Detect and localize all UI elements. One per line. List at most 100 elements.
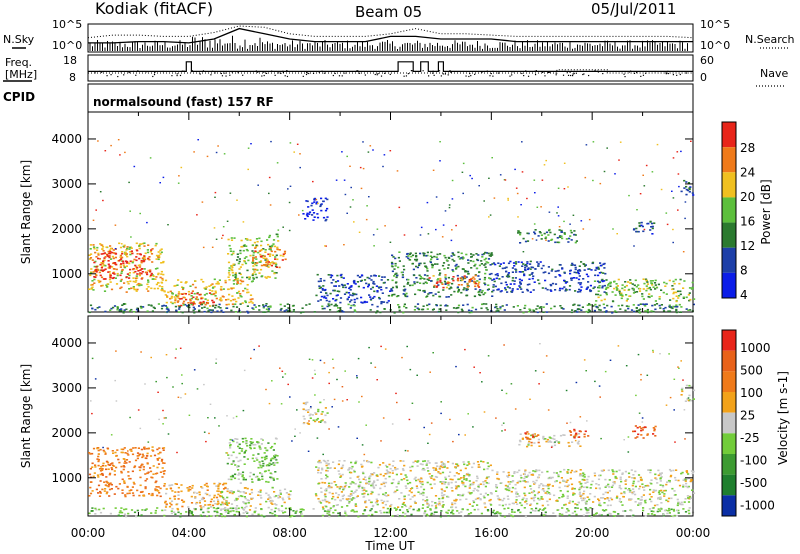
velocity-cell [644, 485, 647, 487]
velocity-cell [423, 511, 426, 513]
power-cell [132, 268, 135, 271]
velocity-cell [396, 468, 399, 470]
power-cell [267, 305, 270, 308]
power-cell [114, 277, 117, 279]
velocity-cell [99, 448, 102, 451]
velocity-cell [523, 507, 526, 509]
velocity-cell [363, 492, 366, 495]
power-cell [531, 272, 534, 274]
velocity-cell [519, 502, 522, 504]
nave-dot [389, 73, 391, 76]
power-cell [621, 304, 624, 307]
velocity-cell [330, 482, 333, 485]
power-cell [484, 292, 487, 294]
power-cell [319, 286, 322, 289]
power-cell [691, 192, 694, 194]
velocity-cell [267, 469, 270, 472]
power-cell [187, 290, 190, 293]
velocity-cell [604, 486, 607, 488]
velocity-cell [249, 446, 252, 449]
velocity-cell [121, 489, 124, 491]
power-cell [121, 251, 124, 253]
power-cell [353, 301, 356, 304]
power-cell [585, 273, 588, 276]
velocity-cell [241, 471, 245, 474]
velocity-cell [434, 467, 437, 470]
power-cell [99, 280, 102, 283]
nave-line [88, 69, 693, 74]
power-ylabel: Slant Range [km] [19, 160, 33, 264]
power-cell [97, 257, 100, 260]
power-cell [503, 309, 506, 311]
nave-dot [438, 70, 441, 72]
velocity-cell [320, 420, 323, 422]
velocity-cell [402, 501, 405, 504]
velocity-cell [235, 456, 238, 459]
power-cell [491, 263, 494, 265]
power-speckle [162, 176, 165, 179]
power-cell [536, 311, 539, 314]
velocity-cell [249, 471, 252, 474]
power-speckle [534, 192, 536, 194]
velocity-cell [289, 515, 292, 518]
power-speckle [526, 197, 528, 200]
power-cell [205, 292, 208, 295]
power-cell [119, 274, 122, 277]
velocity-cell [315, 413, 318, 415]
velocity-cell [515, 495, 518, 498]
power-cell [393, 268, 396, 270]
velocity-cell [124, 452, 127, 454]
power-cell [499, 263, 502, 265]
velocity-cell [384, 481, 388, 484]
velocity-cell [372, 504, 375, 507]
power-cell [352, 292, 355, 295]
velocity-cell [106, 481, 109, 484]
power-speckle [343, 244, 345, 246]
velocity-cell [466, 473, 469, 476]
velocity-cell [222, 488, 226, 490]
velocity-cell [447, 509, 450, 512]
power-speckle [301, 209, 304, 212]
power-cell [643, 304, 646, 306]
power-cell [587, 311, 590, 314]
power-cell [230, 239, 234, 241]
power-cell [391, 279, 394, 282]
velocity-cell [170, 500, 174, 502]
power-cell [155, 242, 158, 245]
power-cell [597, 274, 600, 277]
velocity-cell [339, 485, 342, 488]
power-cell [283, 252, 286, 255]
velocity-cell [389, 515, 393, 518]
power-cell [239, 311, 242, 314]
power-cell [274, 277, 277, 279]
velocity-cell [193, 507, 196, 510]
power-cell [639, 303, 642, 305]
power-cell [635, 309, 638, 312]
freq-left-tick-top: 18 [63, 54, 77, 67]
power-cell [203, 306, 206, 308]
power-cell [453, 290, 456, 293]
power-cell [597, 290, 600, 292]
power-cell [146, 273, 149, 276]
velocity-cell [269, 476, 272, 479]
power-cell [603, 298, 606, 301]
velocity-cell [423, 460, 427, 462]
velocity-cell [531, 474, 535, 476]
velocity-cell [317, 408, 320, 411]
velocity-cell [659, 472, 662, 475]
power-cell [613, 280, 616, 283]
power-cell [671, 285, 674, 287]
power-cell [315, 201, 319, 203]
velocity-cell [235, 497, 238, 500]
power-cell [243, 260, 246, 262]
power-speckle [515, 187, 518, 189]
power-cell [675, 304, 678, 306]
velocity-cell [154, 481, 157, 484]
velocity-cell [373, 472, 376, 474]
power-speckle [124, 151, 126, 154]
velocity-cell [361, 493, 364, 495]
power-cell [576, 311, 579, 313]
velocity-cell [193, 491, 196, 494]
nave-dot [633, 72, 636, 74]
velocity-cell [597, 478, 601, 481]
